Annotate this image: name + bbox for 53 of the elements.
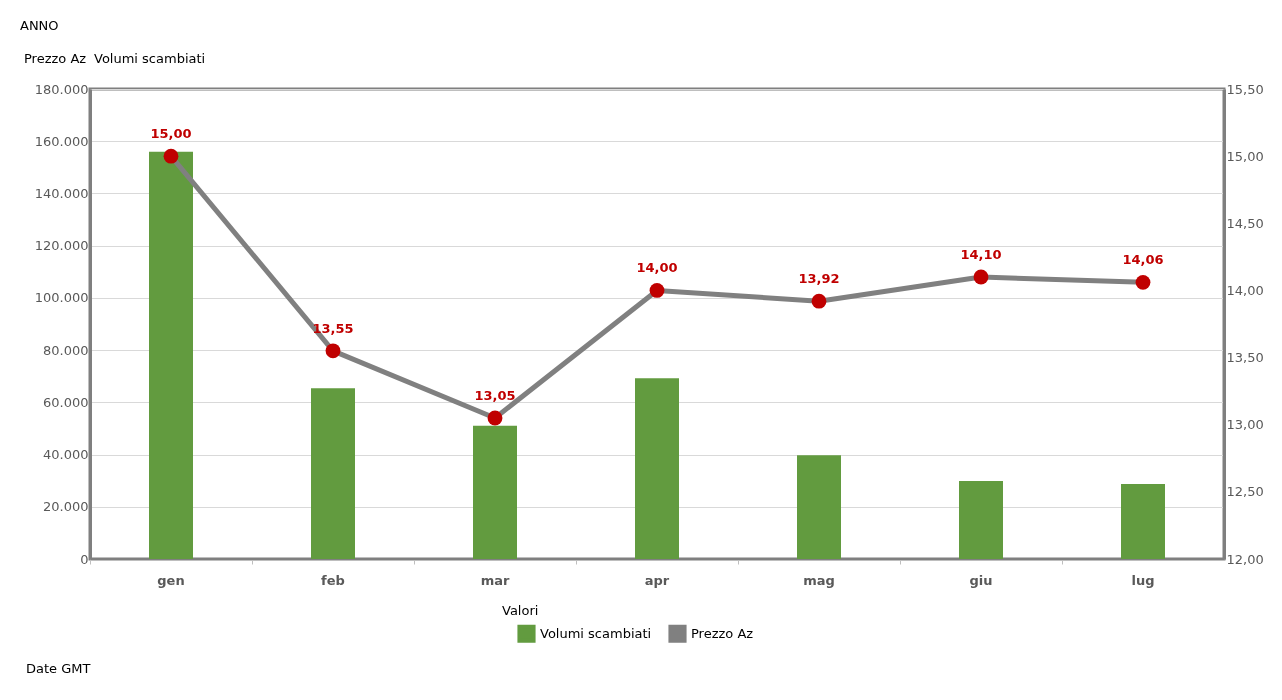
text: Prezzo Az [24, 51, 87, 66]
point [1135, 274, 1151, 290]
point [325, 343, 341, 359]
y-tick-label: 80.000 [43, 342, 89, 358]
y-tick-label: 180.000 [34, 81, 89, 97]
legend-label: Prezzo Az [691, 625, 754, 641]
data-label: 14,06 [1122, 252, 1164, 268]
y2-tick-label: 15,00 [1226, 148, 1264, 164]
x-tick-label: mag [803, 572, 835, 588]
text: ANNO [20, 18, 59, 33]
y-tick-label: 100.000 [34, 290, 89, 306]
text: Valori [502, 603, 539, 618]
x-tick-label: giu [969, 572, 993, 588]
point [163, 148, 179, 164]
y-tick-label: 160.000 [34, 133, 89, 149]
y2-tick-label: 12,00 [1226, 551, 1264, 567]
bar [797, 455, 841, 559]
data-label: 14,00 [636, 260, 678, 276]
y2-tick-label: 14,50 [1226, 215, 1264, 231]
y-tick-label: 60.000 [43, 394, 89, 410]
bar [635, 378, 679, 559]
bar [1121, 484, 1165, 559]
y-tick-label: 40.000 [43, 447, 89, 463]
x-tick-label: feb [321, 572, 345, 588]
point [811, 293, 827, 309]
data-label: 15,00 [150, 126, 192, 142]
x-tick-label: gen [157, 572, 185, 588]
text: Volumi scambiati [94, 51, 206, 66]
bar [959, 480, 1003, 559]
y-tick-label: 120.000 [34, 238, 89, 254]
y2-tick-label: 13,00 [1226, 417, 1264, 433]
point [649, 283, 665, 298]
data-label: 13,92 [798, 271, 840, 287]
bar [473, 425, 517, 559]
point [973, 269, 989, 285]
y-tick-label: 20.000 [43, 499, 89, 515]
bar [311, 388, 355, 559]
y-tick-label: 140.000 [34, 185, 89, 201]
data-label: 14,10 [960, 247, 1002, 262]
y2-tick-label: 15,50 [1226, 81, 1264, 97]
legend-label: Volumi scambiati [540, 625, 652, 641]
text: Date GMT [26, 661, 91, 676]
x-tick-label: mar [480, 572, 510, 588]
y2-tick-label: 14,00 [1226, 282, 1264, 298]
y2-tick-label: 12,50 [1226, 484, 1264, 500]
x-tick-label: lug [1131, 572, 1155, 588]
y-tick-label: 0 [80, 551, 89, 567]
data-label: 13,05 [474, 388, 516, 403]
x-tick-label: apr [644, 572, 670, 588]
data-label: 13,55 [312, 320, 354, 336]
bar [149, 151, 193, 559]
y2-tick-label: 13,50 [1226, 350, 1264, 366]
point [487, 410, 503, 426]
